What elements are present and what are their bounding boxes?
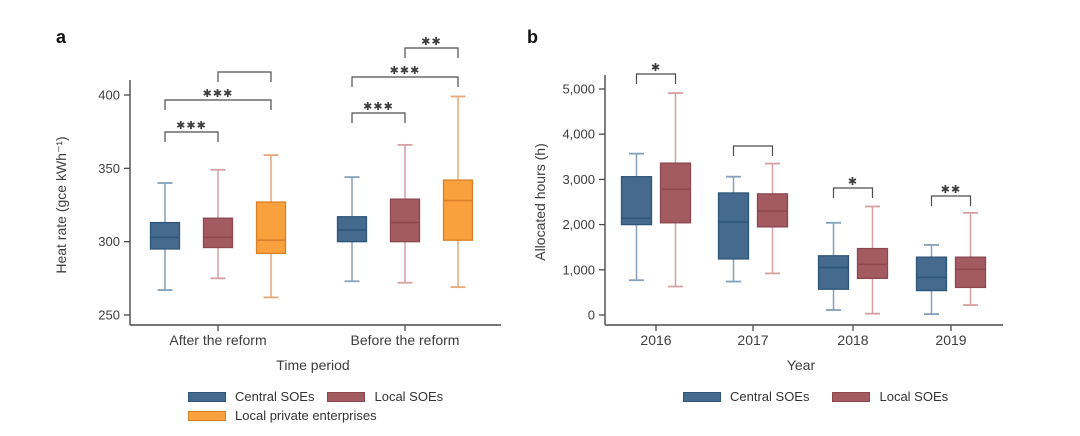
y-tick-label: 2,000 (562, 217, 595, 232)
y-tick-label: 0 (588, 308, 595, 323)
significance-bracket (635, 73, 677, 84)
y-tick-label: 4,000 (562, 127, 595, 142)
legend-label-local-soes: Local SOEs (879, 389, 949, 404)
y-axis-title: Heat rate (gce kWh⁻¹) (53, 136, 69, 273)
significance-bracket (351, 76, 459, 87)
legend-swatch-local-soes (327, 391, 366, 402)
significance-stars: ✱✱✱ (390, 65, 421, 77)
significance-stars: ✱ (651, 62, 661, 74)
panel-b-legend-row-1: Central SOEs Local SOEs (683, 387, 948, 406)
category-label: Before the reform (351, 332, 460, 348)
box (620, 176, 653, 226)
box (856, 247, 889, 280)
significance-bracket (164, 99, 272, 110)
panel-a-legend-row-2: Local private enterprises (188, 406, 443, 425)
box (717, 192, 750, 260)
box (954, 256, 987, 289)
y-tick-label: 400 (98, 88, 120, 103)
significance-bracket (732, 145, 774, 156)
legend-label-central-soes: Central SOEs (235, 389, 315, 404)
significance-bracket (404, 47, 459, 58)
y-tick-label: 300 (98, 234, 120, 249)
significance-stars: ✱✱ (421, 36, 441, 48)
legend-swatch-central-soes (188, 391, 226, 402)
box (915, 256, 948, 292)
panel-a-letter: a (56, 27, 67, 47)
y-tick-label: 250 (98, 308, 120, 323)
box (149, 221, 181, 250)
legend-label-local-private-enterprises: Local private enterprises (235, 408, 377, 423)
legend-swatch-central-soes (683, 391, 721, 402)
significance-bracket (164, 131, 219, 142)
category-label: 2019 (935, 332, 966, 348)
significance-stars: ✱✱ (941, 184, 961, 196)
x-axis-title: Year (787, 357, 816, 373)
category-label: 2017 (737, 332, 768, 348)
y-axis-title: Allocated hours (h) (532, 143, 548, 261)
panel-a-legend: Central SOEs Local SOEs Local private en… (188, 387, 443, 425)
y-tick-label: 3,000 (562, 172, 595, 187)
legend-swatch-local-private-enterprises (188, 410, 226, 421)
legend-swatch-local-soes (832, 391, 871, 402)
legend-label-central-soes: Central SOEs (730, 389, 810, 404)
x-axis-title: Time period (276, 357, 349, 373)
panel-b-legend: Central SOEs Local SOEs (683, 387, 948, 406)
category-label: 2016 (640, 332, 671, 348)
significance-stars: ✱✱✱ (176, 120, 207, 132)
significance-stars: ✱✱✱ (363, 101, 394, 113)
box (202, 217, 234, 249)
significance-bracket (832, 187, 874, 198)
y-tick-label: 5,000 (562, 82, 595, 97)
box (817, 255, 850, 290)
significance-bracket (351, 112, 406, 123)
panel-a-legend-row-1: Central SOEs Local SOEs (188, 387, 443, 406)
legend-label-local-soes: Local SOEs (374, 389, 444, 404)
significance-stars: ✱✱✱ (203, 88, 234, 100)
box (389, 198, 421, 243)
significance-bracket (930, 195, 972, 206)
panel-b-letter: b (527, 27, 538, 47)
box (442, 179, 474, 241)
significance-stars: ✱ (848, 176, 858, 188)
significance-bracket (217, 71, 272, 82)
y-tick-label: 350 (98, 161, 120, 176)
box (255, 201, 287, 255)
y-tick-label: 1,000 (562, 262, 595, 277)
category-label: After the reform (169, 332, 266, 348)
box (659, 162, 692, 224)
category-label: 2018 (837, 332, 868, 348)
